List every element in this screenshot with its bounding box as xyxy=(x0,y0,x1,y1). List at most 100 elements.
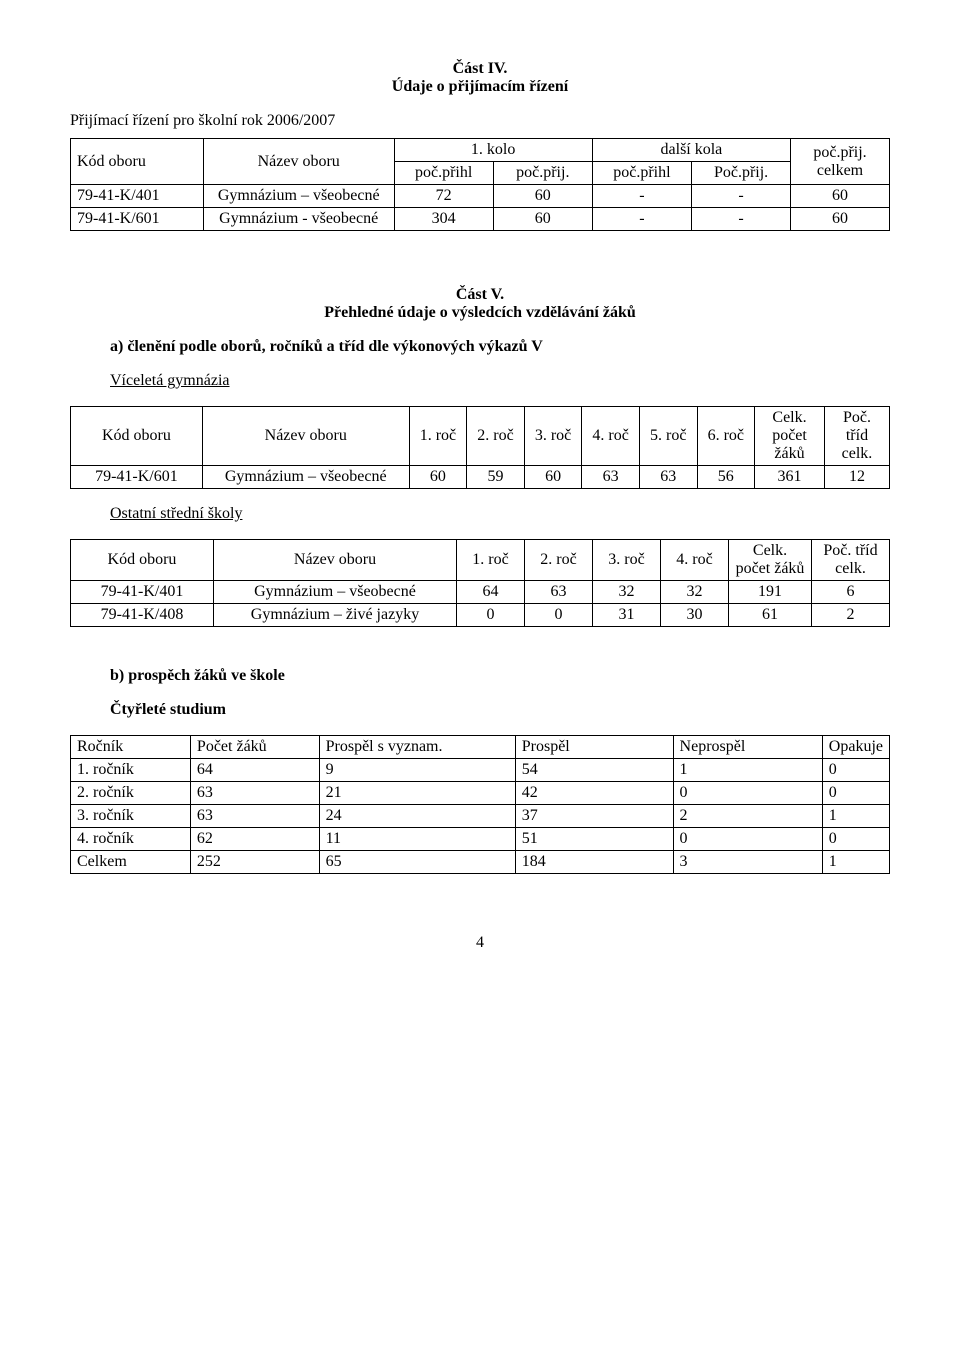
cell: 42 xyxy=(515,782,673,805)
col-dalsi: další kola xyxy=(592,139,790,162)
col-prihl1: poč.přihl xyxy=(394,162,493,185)
cell: 63 xyxy=(190,782,319,805)
cell: 21 xyxy=(319,782,515,805)
col-r1: 1. roč xyxy=(409,407,467,466)
cell: 3. ročník xyxy=(71,805,191,828)
col-trid: Poč. tříd celk. xyxy=(824,407,889,466)
cell: 63 xyxy=(582,466,640,489)
cell: 79-41-K/401 xyxy=(71,581,214,604)
cell: 51 xyxy=(515,828,673,851)
cell: 0 xyxy=(822,828,889,851)
cell: 0 xyxy=(673,828,822,851)
col-r3: 3. roč xyxy=(524,407,582,466)
cell: 60 xyxy=(791,185,890,208)
cell-kod: 79-41-K/601 xyxy=(71,208,204,231)
cell: 6 xyxy=(812,581,890,604)
cell: 60 xyxy=(493,208,592,231)
cell: Celkem xyxy=(71,851,191,874)
table-row: 3. ročník 63 24 37 2 1 xyxy=(71,805,890,828)
cell: 32 xyxy=(593,581,661,604)
cell: 0 xyxy=(673,782,822,805)
col-nazev: Název oboru xyxy=(214,540,457,581)
col-prospel: Prospěl xyxy=(515,736,673,759)
col-r3: 3. roč xyxy=(593,540,661,581)
cell: - xyxy=(692,185,791,208)
admissions-table: Kód oboru Název oboru 1. kolo další kola… xyxy=(70,138,890,231)
cell: Gymnázium – všeobecné xyxy=(202,466,409,489)
cell: 79-41-K/408 xyxy=(71,604,214,627)
col-neprospel: Neprospěl xyxy=(673,736,822,759)
table-row: 4. ročník 62 11 51 0 0 xyxy=(71,828,890,851)
cell: - xyxy=(592,208,691,231)
part5-heading2: Přehledné údaje o výsledcích vzdělávání … xyxy=(70,304,890,322)
col-r4: 4. roč xyxy=(582,407,640,466)
col-rocnik: Ročník xyxy=(71,736,191,759)
cell: 1. ročník xyxy=(71,759,191,782)
cell: 65 xyxy=(319,851,515,874)
col-r1: 1. roč xyxy=(457,540,525,581)
cell: 60 xyxy=(791,208,890,231)
table-row: Kód oboru Název oboru 1. roč 2. roč 3. r… xyxy=(71,540,890,581)
col-prij1: poč.přij. xyxy=(493,162,592,185)
table-row: 2. ročník 63 21 42 0 0 xyxy=(71,782,890,805)
table-row: 79-41-K/401 Gymnázium – všeobecné 72 60 … xyxy=(71,185,890,208)
cell: 252 xyxy=(190,851,319,874)
cell: 63 xyxy=(190,805,319,828)
cell-kod: 79-41-K/401 xyxy=(71,185,204,208)
cell: 64 xyxy=(190,759,319,782)
cell: Gymnázium – živé jazyky xyxy=(214,604,457,627)
cell: 184 xyxy=(515,851,673,874)
cell: 61 xyxy=(729,604,812,627)
col-kod: Kód oboru xyxy=(71,139,204,185)
part5-a-heading: a) členění podle oborů, ročníků a tříd d… xyxy=(110,338,890,356)
cell: 0 xyxy=(822,782,889,805)
cell: 59 xyxy=(467,466,525,489)
cell: 11 xyxy=(319,828,515,851)
part5-b-heading: b) prospěch žáků ve škole xyxy=(110,667,890,685)
cell: 60 xyxy=(524,466,582,489)
table-row: Kód oboru Název oboru 1. roč 2. roč 3. r… xyxy=(71,407,890,466)
table-row: Celkem 252 65 184 3 1 xyxy=(71,851,890,874)
col-r2: 2. roč xyxy=(467,407,525,466)
cell: 12 xyxy=(824,466,889,489)
page-number: 4 xyxy=(70,934,890,952)
cell: 0 xyxy=(525,604,593,627)
col-nazev: Název oboru xyxy=(203,139,394,185)
col-nazev: Název oboru xyxy=(202,407,409,466)
cell: - xyxy=(692,208,791,231)
col-kolo1: 1. kolo xyxy=(394,139,592,162)
table-row: 1. ročník 64 9 54 1 0 xyxy=(71,759,890,782)
cell: 79-41-K/601 xyxy=(71,466,203,489)
table-row: Kód oboru Název oboru 1. kolo další kola… xyxy=(71,139,890,162)
col-trid: Poč. tříd celk. xyxy=(812,540,890,581)
col-opakuje: Opakuje xyxy=(822,736,889,759)
cell: 3 xyxy=(673,851,822,874)
col-prihl2: poč.přihl xyxy=(592,162,691,185)
cell: 304 xyxy=(394,208,493,231)
cell: Gymnázium – všeobecné xyxy=(214,581,457,604)
col-r2: 2. roč xyxy=(525,540,593,581)
cell: 1 xyxy=(822,805,889,828)
col-Prij2: Poč.přij. xyxy=(692,162,791,185)
col-r4: 4. roč xyxy=(661,540,729,581)
cell: 63 xyxy=(525,581,593,604)
cell: 32 xyxy=(661,581,729,604)
cell: 31 xyxy=(593,604,661,627)
ostatni-table: Kód oboru Název oboru 1. roč 2. roč 3. r… xyxy=(70,539,890,627)
col-kod: Kód oboru xyxy=(71,540,214,581)
cell: 2 xyxy=(673,805,822,828)
cell: 54 xyxy=(515,759,673,782)
cell: 60 xyxy=(493,185,592,208)
table-row: 79-41-K/408 Gymnázium – živé jazyky 0 0 … xyxy=(71,604,890,627)
cell: 0 xyxy=(457,604,525,627)
cell: 30 xyxy=(661,604,729,627)
cell: - xyxy=(592,185,691,208)
cell: 62 xyxy=(190,828,319,851)
cell: 56 xyxy=(697,466,755,489)
part4-heading2: Údaje o přijímacím řízení xyxy=(70,78,890,96)
table-row: 79-41-K/401 Gymnázium – všeobecné 64 63 … xyxy=(71,581,890,604)
cell: 2. ročník xyxy=(71,782,191,805)
cell: 0 xyxy=(822,759,889,782)
cell: 37 xyxy=(515,805,673,828)
cell: 72 xyxy=(394,185,493,208)
